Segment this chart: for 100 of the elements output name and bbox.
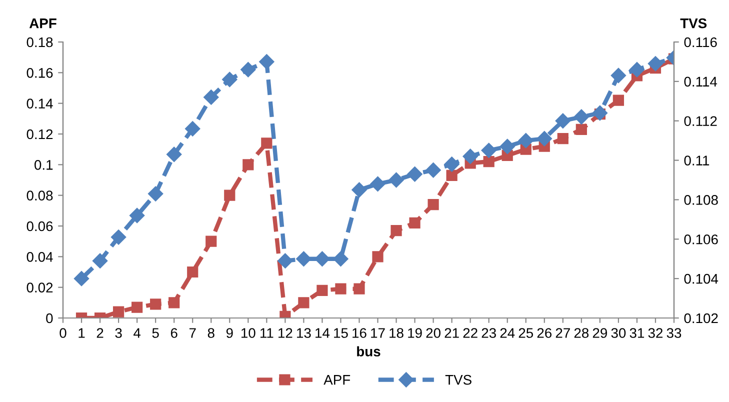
point [298,297,310,308]
point [500,138,515,154]
x-tick-label: 19 [408,328,422,338]
point [112,306,124,318]
x-tick-label: 16 [352,328,366,338]
y2-tick-label: 0.112 [684,116,717,126]
point [481,142,496,158]
point [444,156,460,172]
point [224,190,236,201]
x-tick-label: 10 [241,328,256,338]
y2-tick-label: 0.104 [684,274,718,284]
x-tick-label: 7 [189,328,196,338]
y-tick-label: 0.06 [26,221,53,232]
x-axis-title: bus [357,346,380,356]
x-tick-label: 11 [260,328,274,338]
point [206,236,217,247]
x-tick-label: 20 [426,328,440,338]
point [316,284,328,296]
x-tick-label: 1 [78,328,85,338]
y2-tick-label: 0.11 [684,156,710,166]
point [409,217,420,228]
x-tick-label: 2 [96,328,104,338]
point [390,225,402,236]
point [222,72,238,88]
point [259,54,274,70]
y2-tick-label: 0.116 [684,37,717,48]
point [148,186,164,202]
point [132,302,143,313]
point [426,162,441,178]
x-tick-label: 32 [648,328,663,338]
point [555,113,570,128]
point [428,198,439,210]
y-tick-label: 0.16 [26,68,53,78]
x-tick-label: 21 [444,328,459,338]
point [352,182,367,198]
y-tick-label: 0.02 [26,282,53,293]
point [462,148,478,164]
x-tick-label: 24 [500,328,515,338]
x-tick-label: 23 [482,328,496,338]
y-tick-label: 0.04 [26,252,53,262]
point [240,62,256,78]
point [278,253,293,268]
point [333,251,348,266]
point [150,298,162,310]
y-tick-label: 0.08 [26,190,53,201]
point [314,251,330,266]
point [518,133,534,148]
x-tick-label: 3 [115,328,122,338]
y-axis-title: APF [29,18,56,28]
point [242,159,254,170]
point [74,271,90,286]
point [407,166,422,182]
point [354,283,365,294]
x-tick-label: 25 [518,328,534,338]
x-tick-label: 31 [630,328,644,338]
x-tick-label: 0 [60,328,66,338]
legend-label: TVS [445,374,472,385]
point [648,56,664,72]
point [629,62,645,78]
y2-axis-title: TVS [680,18,707,28]
point [388,172,404,188]
legend-label: APF [324,375,350,385]
x-tick-label: 33 [666,328,682,338]
point [446,170,458,181]
point [483,156,494,168]
x-tick-label: 8 [208,328,214,338]
y-tick-label: 0.12 [26,129,53,140]
y2-tick-label: 0.108 [684,195,718,205]
x-tick-label: 30 [611,328,626,338]
point [557,133,568,144]
x-tick-label: 9 [226,328,233,338]
x-tick-label: 26 [537,328,552,338]
point [129,208,145,224]
x-tick-label: 29 [592,328,608,338]
point [370,176,386,192]
x-tick-label: 13 [297,328,311,338]
x-tick-label: 17 [371,328,385,338]
x-tick-label: 27 [556,328,570,338]
point [261,138,272,149]
point [166,146,182,162]
x-tick-label: 28 [574,328,589,338]
point [296,251,312,266]
y2-tick-label: 0.102 [684,313,718,324]
point [335,283,346,294]
point [185,121,200,136]
point [372,251,384,262]
point [536,131,552,146]
point [187,266,198,278]
y2-tick-label: 0.106 [684,234,718,244]
x-tick-label: 5 [152,328,159,338]
x-tick-label: 4 [134,328,141,338]
point [574,109,589,124]
y-tick-label: 0.18 [26,37,53,48]
point [168,297,180,308]
x-tick-label: 14 [316,328,330,338]
x-tick-label: 12 [278,328,292,338]
point [612,94,624,106]
point [576,124,587,135]
point [204,90,219,105]
point [92,253,108,268]
